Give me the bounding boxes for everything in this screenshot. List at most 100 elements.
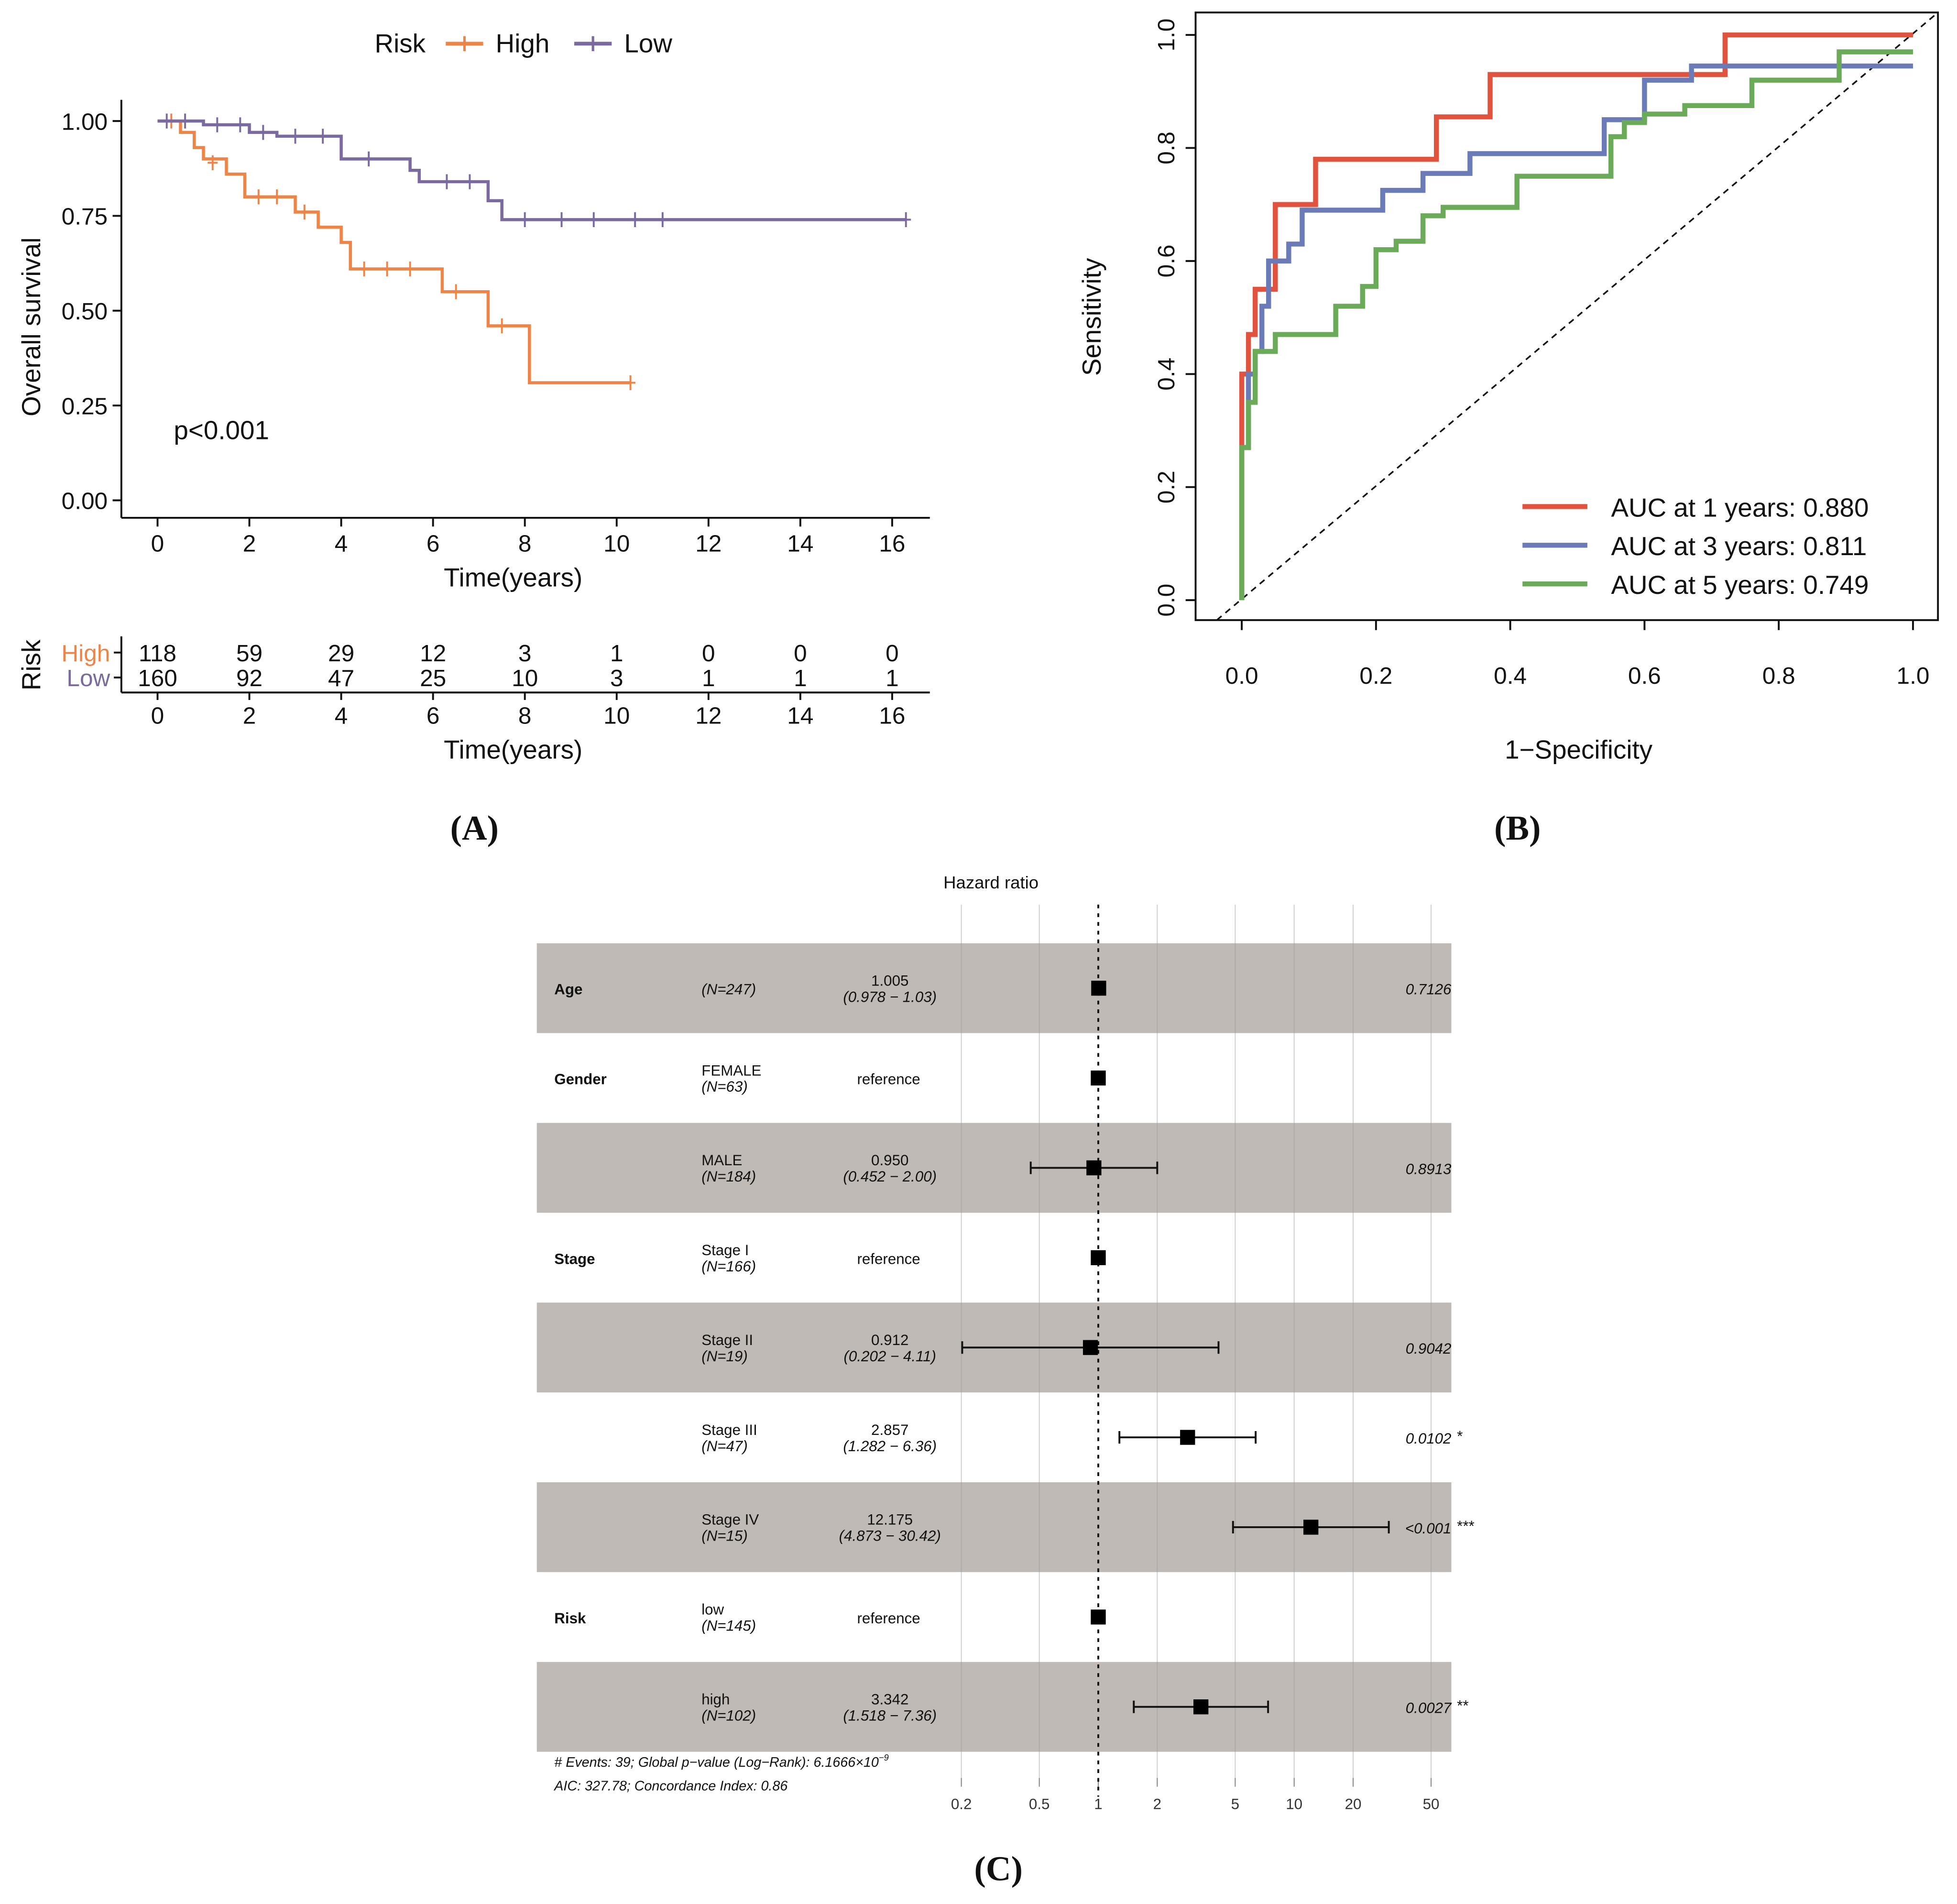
panel-label-a: (A) [450, 809, 499, 847]
roc-frame [1194, 11, 1939, 621]
roc-x-tick-label: 0.0 [1225, 662, 1258, 689]
risk-x-tick-label: 8 [518, 702, 532, 729]
forest-hr: 0.912 [871, 1332, 908, 1348]
forest-ci: (0.202 − 4.11) [844, 1348, 936, 1365]
roc-x-tick-label: 0.8 [1762, 662, 1795, 689]
risk-x-tick-label: 10 [603, 702, 630, 729]
risk-x-tick-label: 0 [151, 702, 164, 729]
forest-significance: * [1456, 1428, 1463, 1444]
km-y-tick-label: 1.00 [62, 108, 108, 135]
legend-title: Risk [375, 29, 426, 58]
forest-hr: 3.342 [871, 1691, 908, 1707]
risk-count: 10 [512, 665, 538, 691]
roc-legend: AUC at 1 years: 0.880 AUC at 3 years: 0.8… [1522, 492, 1869, 600]
risk-table-xlabel: Time(years) [444, 735, 582, 765]
censor-mark [405, 261, 415, 277]
risk-count: 1 [610, 640, 623, 667]
forest-hr: reference [857, 1071, 920, 1088]
risk-count: 92 [236, 665, 262, 691]
censor-mark [589, 212, 599, 228]
roc-x-tick-label: 0.4 [1494, 662, 1527, 689]
roc-y-tick-label: 0.8 [1153, 131, 1180, 164]
forest-hr-marker [1091, 1070, 1106, 1086]
censor-mark [272, 189, 282, 205]
forest-row: Gender FEMALE(N=63) reference [554, 1062, 1106, 1095]
censor-mark [497, 318, 507, 334]
forest-row: Stage III(N=47) 2.857(1.282 − 6.36) 0.0102… [701, 1422, 1463, 1455]
forest-ci: (1.282 − 6.36) [843, 1438, 937, 1455]
roc-y-tick-label: 0.4 [1153, 358, 1180, 391]
risk-count: 3 [610, 665, 623, 691]
forest-hr: 1.005 [871, 972, 908, 989]
forest-x-tick-label: 5 [1231, 1796, 1239, 1813]
roc-diagonal [1216, 11, 1939, 621]
censor-mark [359, 261, 370, 277]
censor-mark [557, 212, 567, 228]
censor-mark [235, 117, 245, 132]
forest-hr: 2.857 [871, 1422, 908, 1438]
panel-c-forest: Hazard ratio 0.2 0.5 1 2 5 10 20 50 Age (N=247) 1.… [536, 873, 1475, 1813]
risk-count: 0 [702, 640, 715, 667]
forest-n: (N=184) [701, 1168, 756, 1185]
risk-count: 12 [420, 640, 446, 667]
censor-mark [901, 212, 911, 228]
censor-mark [451, 284, 461, 299]
forest-variable: Gender [554, 1071, 607, 1088]
forest-variable: Risk [554, 1610, 586, 1627]
forest-hr: reference [857, 1610, 920, 1627]
forest-level: Stage I [701, 1242, 749, 1258]
forest-significance: *** [1456, 1518, 1475, 1534]
forest-level: Stage II [701, 1332, 753, 1348]
forest-plot: 0.2 0.5 1 2 5 10 20 50 Age (N=247) 1.005(0.978 − 1… [536, 904, 1475, 1813]
forest-p-value: 0.8913 [1406, 1160, 1452, 1177]
roc-y-tick-label: 0.2 [1153, 471, 1180, 503]
roc-x-tick-label: 1.0 [1897, 662, 1930, 689]
risk-count: 160 [138, 665, 177, 691]
censor-mark [253, 189, 264, 205]
forest-significance: ** [1456, 1697, 1469, 1714]
roc-y-tick-label: 0.6 [1153, 244, 1180, 277]
forest-level: high [701, 1691, 730, 1707]
forest-footnote-1: # Events: 39; Global p−value (Log−Rank):… [554, 1752, 888, 1770]
censor-mark [442, 174, 452, 189]
censor-mark [258, 125, 268, 140]
risk-x-tick-label: 12 [695, 702, 722, 729]
forest-ci: (0.978 − 1.03) [843, 988, 937, 1005]
forest-hr-marker [1180, 1430, 1195, 1445]
censor-mark [162, 113, 172, 129]
forest-p-value: 0.0102 [1406, 1430, 1452, 1447]
risk-table-title: Risk [16, 639, 46, 690]
forest-x-tick-label: 10 [1286, 1796, 1302, 1813]
km-curve-low [157, 119, 906, 221]
risk-count: 47 [328, 665, 354, 691]
km-x-tick-label: 16 [879, 530, 905, 557]
risk-count: 3 [518, 640, 532, 667]
km-y-tick-label: 0.75 [62, 203, 108, 230]
km-x-tick-label: 2 [243, 530, 256, 557]
km-xlabel: Time(years) [444, 562, 582, 592]
forest-n: (N=63) [701, 1078, 748, 1095]
forest-level: FEMALE [701, 1062, 761, 1079]
forest-hr: 0.950 [871, 1152, 908, 1169]
forest-n: (N=19) [701, 1348, 748, 1365]
km-y-tick-label: 0.00 [62, 488, 108, 514]
forest-level: low [701, 1601, 724, 1618]
forest-row: Age (N=247) 1.005(0.978 − 1.03) 0.7126 [554, 972, 1452, 1005]
censor-mark [382, 261, 393, 277]
forest-variable: Stage [554, 1250, 595, 1267]
censor-mark [317, 129, 328, 144]
km-x-tick-label: 0 [151, 530, 164, 557]
km-x-tick-label: 12 [695, 530, 722, 557]
risk-x-tick-label: 16 [879, 702, 905, 729]
censor-mark [290, 129, 301, 144]
roc-curve-1yr [1239, 32, 1913, 601]
censor-mark [465, 174, 475, 189]
forest-level: MALE [701, 1152, 742, 1169]
risk-count: 0 [794, 640, 807, 667]
p-value-annotation: p<0.001 [174, 416, 269, 445]
forest-row: MALE(N=184) 0.950(0.452 − 2.00) 0.8913 [701, 1152, 1452, 1185]
forest-footnote-2: AIC: 327.78; Concordance Index: 0.86 [553, 1779, 787, 1794]
forest-ci: (0.452 − 2.00) [843, 1168, 937, 1185]
